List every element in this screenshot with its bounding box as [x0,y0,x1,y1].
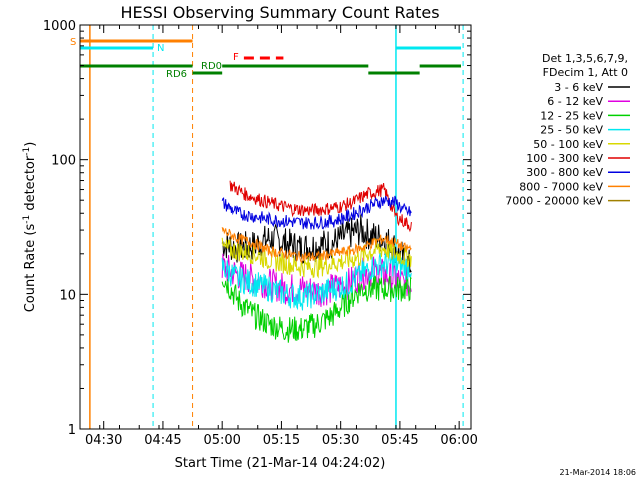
legend-label: 50 - 100 keV [533,138,603,151]
legend-label: 300 - 800 keV [526,166,603,179]
x-tick-label: 05:30 [322,433,359,448]
legend-label: 6 - 12 keV [547,95,603,108]
annotation-rd0: RD0 [201,61,222,72]
annotation-n: N [157,43,164,54]
series-line-3 [221,275,412,343]
x-tick-label: 06:00 [440,433,477,448]
legend-label: 100 - 300 keV [526,152,603,165]
series-line-4 [221,250,412,311]
legend-label: 12 - 25 keV [540,109,603,122]
x-axis-label: Start Time (21-Mar-14 04:24:02) [175,456,386,471]
x-tick-label: 05:00 [203,433,240,448]
series-line-8 [221,227,412,263]
x-tick-label: 05:15 [263,433,300,448]
y-tick-label: 10 [59,288,76,303]
annotation-rd6: RD6 [166,69,187,80]
legend-label: 3 - 6 keV [554,81,603,94]
series-line-7 [221,195,412,230]
legend-label: 25 - 50 keV [540,124,603,137]
y-tick-label: 100 [51,154,76,169]
legend: Det 1,3,5,6,7,9, FDecim 1, Att 0 3 - 6 k… [505,52,630,208]
x-tick-label: 05:45 [381,433,418,448]
y-tick-label: 1 [68,423,76,438]
series-line-5 [221,237,412,279]
plot-frame [79,24,472,430]
footer-timestamp: 21-Mar-2014 18:06 [560,468,637,477]
x-tick-label: 04:45 [144,433,181,448]
annotation-s: S [70,37,76,48]
y-axis-label: Count Rate (s-1 detector-1) [22,142,38,313]
plot-area: S N F RD0 RD6 [70,25,464,429]
legend-label: 7000 - 20000 keV [505,195,603,208]
x-axis: 04:30 04:45 05:00 05:15 05:30 05:45 06:00 [79,25,478,448]
legend-header-line2: FDecim 1, Att 0 [543,66,628,79]
annotation-f: F [233,52,239,63]
x-tick-label: 04:30 [85,433,122,448]
series-line-6 [229,180,412,233]
legend-header-line1: Det 1,3,5,6,7,9, [542,52,628,65]
chart-title: HESSI Observing Summary Count Rates [120,3,439,22]
y-tick-label: 1000 [43,19,76,34]
y-axis: 1 10 100 1000 [43,19,471,438]
legend-label: 800 - 7000 keV [519,180,603,193]
